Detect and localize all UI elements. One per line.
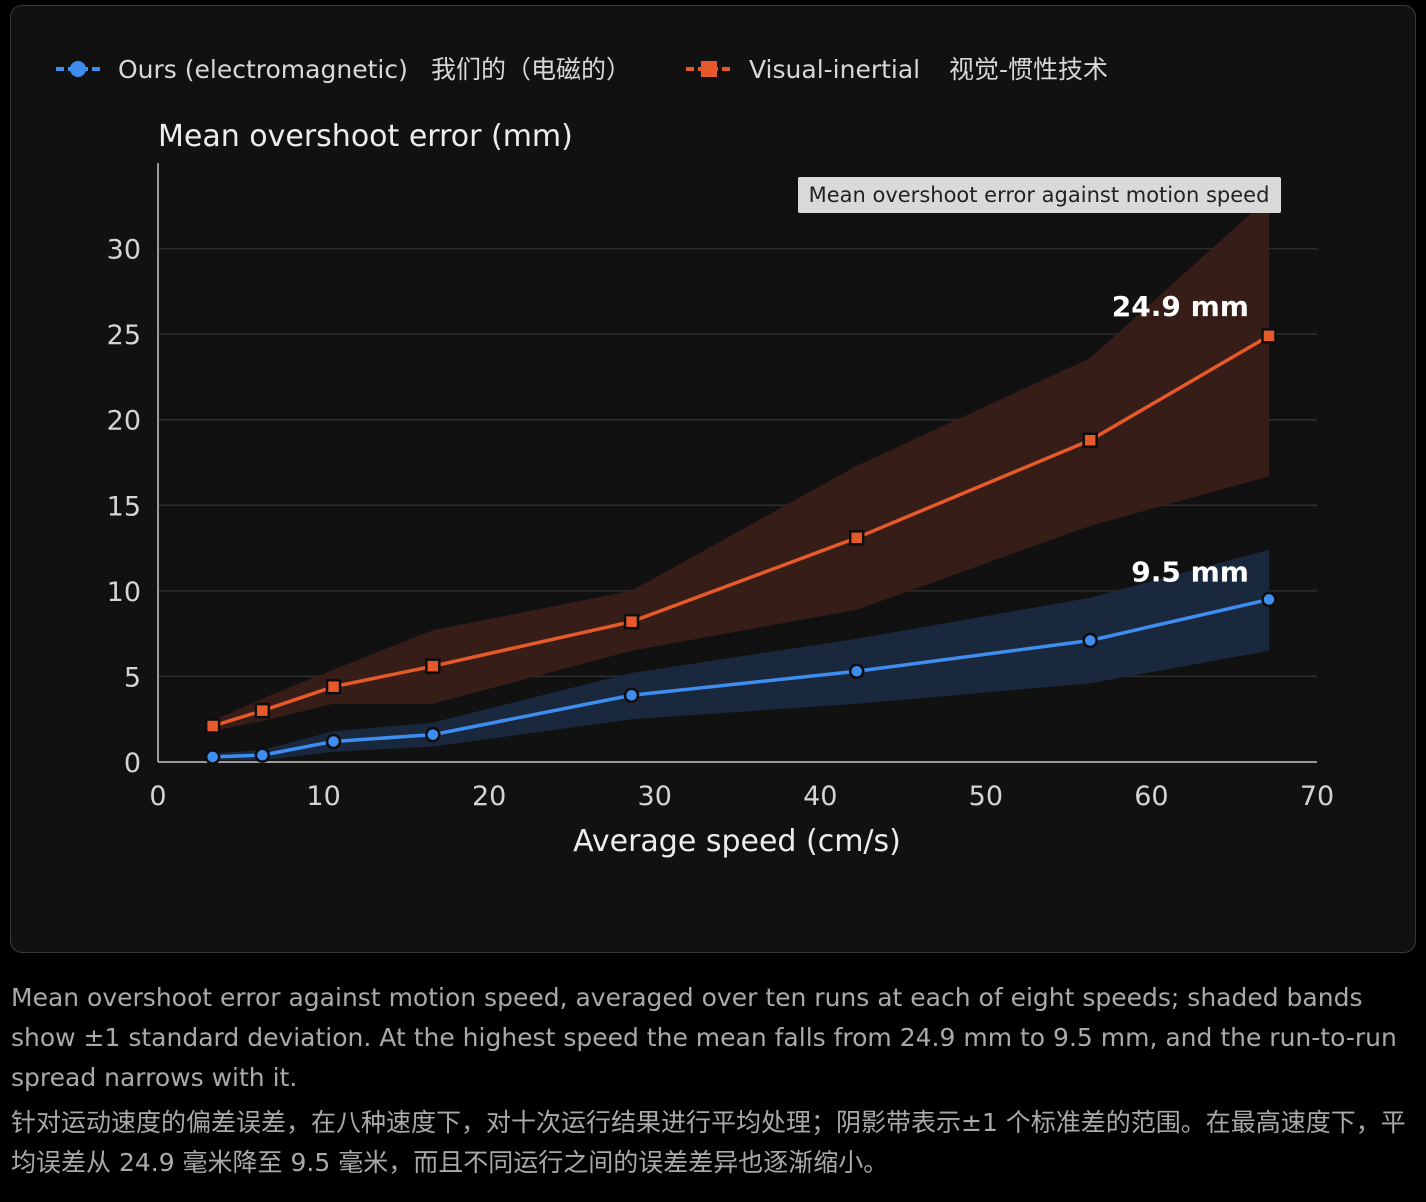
band-ours	[212, 549, 1269, 761]
caption-chinese: 针对运动速度的偏差误差，在八种速度下，对十次运行结果进行平均处理；阴影带表示±1…	[11, 1108, 1406, 1177]
tooltip-text: Mean overshoot error against motion spee…	[809, 183, 1270, 207]
x-tick-label-30: 30	[638, 781, 672, 812]
band-visual-inertial	[212, 197, 1269, 732]
legend-label-ours-zh: 我们的（电磁的）	[431, 55, 631, 84]
legend-label-ours: Ours (electromagnetic)	[118, 55, 408, 84]
marker-ours-0	[204, 749, 221, 765]
tooltip-box	[798, 177, 1281, 213]
tick-labels: 0 5 10 15 20 25 30 0 10 20 30 40 50 60 70	[107, 235, 1335, 812]
x-tick-label-70: 70	[1300, 781, 1334, 812]
axes	[157, 163, 1317, 763]
error-bands	[212, 197, 1269, 761]
legend-label-visual-inertial: Visual-inertial	[749, 55, 920, 84]
legend-swatch-visual-inertial	[686, 61, 732, 77]
x-axis-title: Average speed (cm/s)	[573, 824, 901, 859]
marker-ours-1	[254, 747, 271, 763]
series-markers	[204, 328, 1277, 765]
x-tick-label-60: 60	[1134, 781, 1168, 812]
marker-ours-4	[623, 687, 640, 704]
chart: 0 5 10 15 20 25 30 0 10 20 30 40 50 60 70 Ours (electr…	[56, 55, 1335, 859]
y-tick-label-25: 25	[107, 320, 141, 351]
y-tick-label-20: 20	[107, 406, 141, 437]
marker-visual-inertial-2	[325, 678, 342, 695]
legend: Ours (electromagnetic) 我们的（电磁的） Visual-i…	[56, 55, 1108, 84]
y-tick-label-0: 0	[124, 748, 141, 779]
caption-english: Mean overshoot error against motion spee…	[11, 983, 1397, 1092]
legend-label-visual-inertial-zh: 视觉-惯性技术	[949, 55, 1108, 84]
line-ours	[212, 597, 1270, 759]
end-label-visual-inertial: 24.9 mm	[1112, 290, 1249, 323]
marker-visual-inertial-0	[204, 718, 221, 734]
marker-visual-inertial-7	[1261, 328, 1277, 344]
marker-visual-inertial-5	[848, 530, 865, 546]
x-tick-label-0: 0	[149, 781, 166, 812]
marker-ours-6	[1082, 632, 1098, 649]
marker-visual-inertial-6	[1082, 432, 1098, 449]
series-lines	[212, 334, 1270, 759]
y-tick-label-30: 30	[107, 235, 141, 266]
marker-ours-3	[425, 726, 441, 743]
y-axis-title: Mean overshoot error (mm)	[158, 119, 573, 154]
tooltip: Mean overshoot error against motion spee…	[798, 177, 1281, 213]
x-tick-label-20: 20	[472, 781, 506, 812]
caption: Mean overshoot error against motion spee…	[11, 978, 1416, 1188]
marker-visual-inertial-3	[425, 658, 441, 674]
marker-visual-inertial-1	[254, 702, 271, 719]
marker-ours-5	[848, 663, 865, 680]
x-tick-label-10: 10	[306, 781, 340, 812]
marker-ours-2	[325, 733, 342, 750]
y-tick-label-5: 5	[124, 662, 141, 693]
line-visual-inertial	[212, 334, 1270, 728]
x-tick-label-40: 40	[803, 781, 837, 812]
legend-swatch-ours	[56, 61, 100, 77]
end-label-ours: 9.5 mm	[1131, 555, 1249, 588]
y-tick-label-15: 15	[107, 491, 141, 522]
y-tick-label-10: 10	[107, 577, 141, 608]
x-tick-label-50: 50	[969, 781, 1003, 812]
marker-ours-7	[1261, 591, 1277, 608]
marker-visual-inertial-4	[623, 613, 640, 630]
